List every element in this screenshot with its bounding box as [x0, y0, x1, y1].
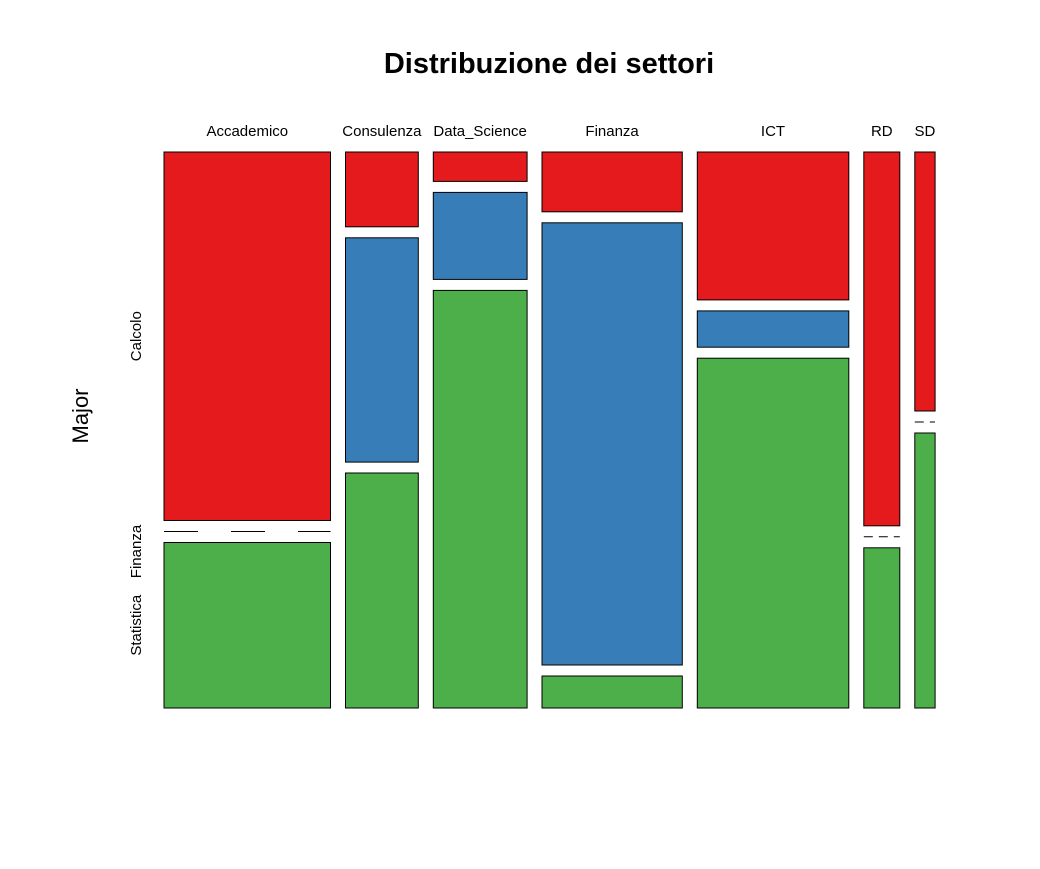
y-axis-label: Major	[68, 388, 93, 443]
row-label-calcolo: Calcolo	[128, 311, 145, 361]
tile-consulenza-finanza	[345, 237, 419, 463]
tile-accademico-statistica	[163, 542, 331, 709]
column-label-accademico: Accademico	[206, 123, 288, 140]
row-label-finanza: Finanza	[128, 524, 145, 578]
row-labels: Calcolo Finanza Statistica	[128, 311, 145, 655]
column-labels: Accademico Consulenza Data_Science Finanza I…	[206, 123, 935, 140]
tile-ict-finanza	[696, 310, 850, 348]
tile-ict-calcolo	[696, 151, 850, 301]
mosaic-tiles	[163, 151, 936, 709]
tile-data-science-finanza	[432, 191, 528, 280]
column-label-finanza: Finanza	[585, 123, 639, 140]
tile-finanza-finanza	[541, 222, 683, 666]
tile-data-science-statistica	[432, 289, 528, 709]
chart-title: Distribuzione dei settori	[384, 48, 714, 80]
tile-rd-statistica	[863, 547, 901, 709]
tile-accademico-calcolo	[163, 151, 331, 521]
column-label-sd: SD	[914, 123, 935, 140]
tile-ict-statistica	[696, 357, 850, 709]
tile-consulenza-calcolo	[345, 151, 419, 228]
tile-data-science-calcolo	[432, 151, 528, 182]
column-label-ict: ICT	[761, 123, 785, 140]
tile-sd-statistica	[914, 432, 936, 709]
tile-finanza-calcolo	[541, 151, 683, 213]
row-label-statistica: Statistica	[128, 594, 145, 656]
tile-consulenza-statistica	[345, 472, 419, 709]
column-label-rd: RD	[871, 123, 893, 140]
tile-sd-calcolo	[914, 151, 936, 412]
tile-rd-calcolo	[863, 151, 901, 527]
tile-finanza-statistica	[541, 675, 683, 709]
column-label-consulenza: Consulenza	[342, 123, 422, 140]
column-label-data-science: Data_Science	[433, 123, 526, 140]
